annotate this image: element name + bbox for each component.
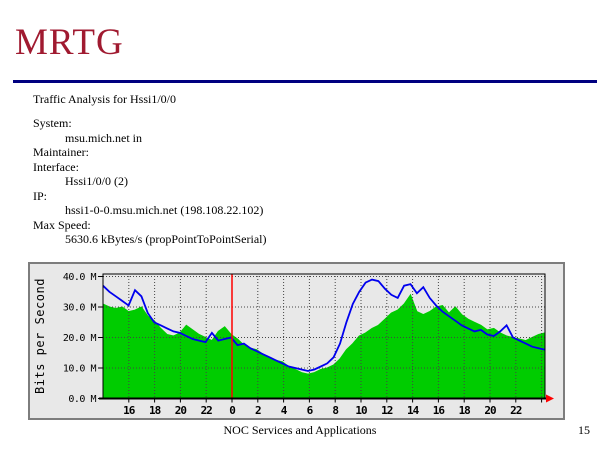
- x-tick-label: 16: [433, 404, 446, 417]
- y-tick-label: 20.0 M: [63, 333, 97, 344]
- report-field-label: Maintainer:: [33, 145, 89, 159]
- x-tick-label: 20: [175, 404, 187, 417]
- report-field-value: msu.mich.net in: [65, 130, 142, 145]
- x-tick-label: 18: [149, 404, 161, 417]
- report-field-value: hssi1-0-0.msu.mich.net (198.108.22.102): [65, 203, 264, 217]
- x-tick-label: 10: [355, 404, 367, 417]
- page-number: 15: [578, 423, 590, 437]
- title-rule: [13, 80, 597, 83]
- y-tick-label: 30.0 M: [63, 303, 97, 314]
- traffic-graph-panel: 16 18 20 22 0 2 4 6 8 10 12 14 16 18 20 22 0.0 M 10.0 M 20…: [28, 262, 565, 420]
- x-tick-label: 6: [307, 404, 314, 417]
- out-traffic-line: [102, 278, 546, 372]
- report-field-label: Max Speed:: [33, 217, 91, 232]
- y-tick-label: 10.0 M: [63, 364, 97, 375]
- x-axis-arrow-icon: [546, 394, 554, 403]
- x-tick-label: 14: [407, 404, 420, 417]
- report-field-value: 5630.6 kBytes/s (propPointToPointSerial): [65, 232, 267, 246]
- x-tick-label: 22: [201, 404, 213, 417]
- in-traffic-area: [102, 293, 546, 399]
- x-tick-label: 2: [255, 404, 261, 417]
- x-tick-label: 12: [381, 404, 393, 417]
- report-field-label: System:: [33, 116, 72, 130]
- report-heading: Traffic Analysis for Hssi1/0/0: [33, 92, 177, 106]
- report-field-label: IP:: [33, 188, 48, 203]
- x-tick-label: 4: [281, 404, 288, 417]
- footer-text: NOC Services and Applications: [223, 423, 377, 437]
- x-tick-label: 22: [510, 404, 522, 417]
- x-tick-label: 0: [229, 404, 235, 417]
- report-field-value: Hssi1/0/0 (2): [65, 174, 128, 188]
- mrtg-traffic-graph: 16 18 20 22 0 2 4 6 8 10 12 14 16 18 20 22 0.0 M 10.0 M 20…: [33, 272, 554, 417]
- slide-title: MRTG: [15, 22, 124, 63]
- report-field-label: Interface:: [33, 159, 79, 174]
- y-axis-label: Bits per Second: [33, 278, 47, 394]
- x-tick-label: 8: [332, 404, 338, 417]
- y-tick-label: 0.0 M: [68, 394, 96, 405]
- x-tick-label: 20: [484, 404, 496, 417]
- x-tick-label: 18: [459, 404, 471, 417]
- report-fields: System: msu.mich.net in Maintainer: Interfa…: [33, 116, 267, 247]
- y-tick-label: 40.0 M: [63, 272, 97, 283]
- x-tick-label: 16: [123, 404, 136, 417]
